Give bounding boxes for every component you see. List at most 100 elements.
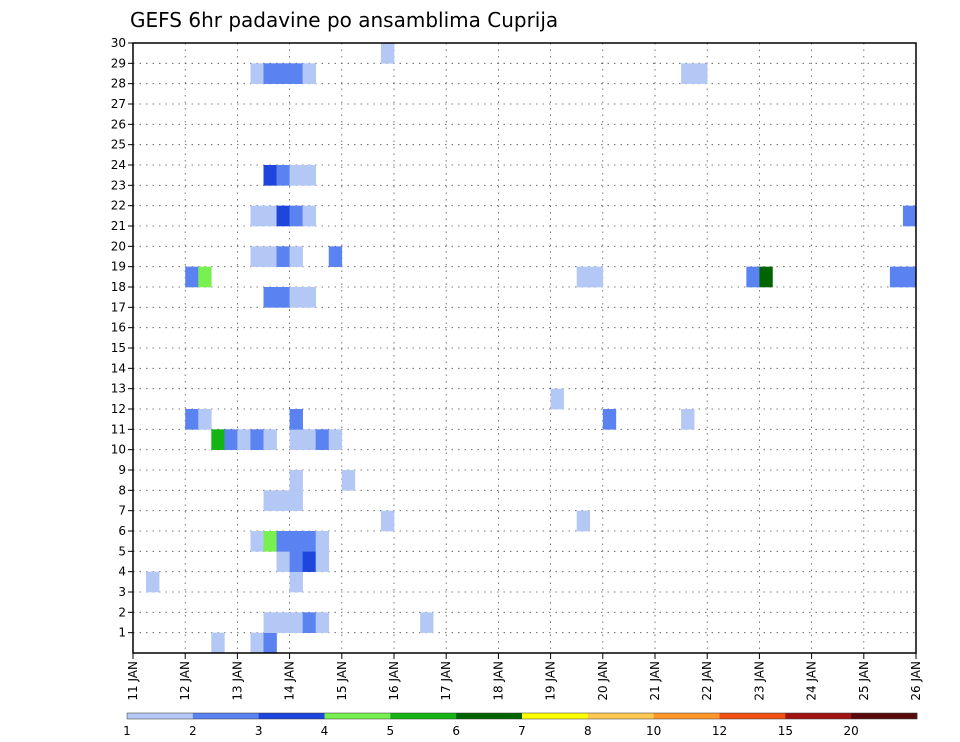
y-tick-label: 22 [111, 199, 126, 213]
y-tick-label: 29 [111, 56, 126, 70]
legend-label: 10 [646, 724, 661, 738]
data-cell [302, 531, 316, 552]
y-tick-label: 12 [111, 402, 126, 416]
data-cell [302, 165, 316, 186]
y-tick-label: 9 [118, 463, 126, 477]
x-tick-label: 26 JAN [909, 661, 923, 701]
x-tick-label: 20 JAN [596, 661, 610, 701]
y-tick-label: 3 [118, 585, 126, 599]
color-legend: 1 2 3 4 5 6 7 8 10 12 15 20 [123, 712, 918, 738]
data-cell [211, 632, 225, 654]
data-cell [289, 551, 303, 572]
data-cell [263, 490, 277, 511]
data-cell [902, 266, 917, 288]
x-tick-label: 12 JAN [178, 661, 192, 701]
data-cell [380, 43, 395, 64]
data-cell [302, 287, 316, 308]
x-tick-label: 19 JAN [544, 661, 558, 701]
data-cell [289, 287, 303, 308]
y-tick-label: 30 [111, 36, 126, 50]
x-tick-label: 22 JAN [700, 661, 714, 701]
data-cell [315, 531, 330, 552]
data-cell [211, 429, 225, 450]
y-tick-label: 26 [111, 117, 126, 131]
data-cell [315, 429, 330, 450]
data-cell [289, 165, 303, 186]
data-cell [302, 63, 316, 84]
x-tick-label: 21 JAN [648, 661, 662, 701]
data-cell [250, 632, 264, 654]
data-cell [250, 205, 264, 227]
y-tick-label: 17 [111, 300, 126, 314]
data-cell [198, 266, 212, 288]
legend-label: 2 [189, 724, 197, 738]
data-cell [263, 165, 277, 186]
data-cells [146, 43, 917, 654]
legend-swatch [324, 713, 391, 719]
x-tick-label: 15 JAN [335, 661, 349, 701]
data-cell [289, 429, 303, 450]
data-cell [276, 63, 290, 84]
data-cell [315, 612, 330, 633]
data-cell [276, 531, 290, 552]
x-tick-label: 13 JAN [230, 661, 244, 701]
y-tick-label: 8 [118, 483, 126, 497]
data-cell [185, 409, 199, 430]
y-tick-label: 1 [118, 626, 126, 640]
data-cell [276, 551, 290, 572]
legend-label: 4 [321, 724, 329, 738]
y-tick-label: 14 [111, 361, 126, 375]
data-cell [576, 266, 591, 288]
data-cell [146, 571, 160, 593]
data-cell [276, 205, 290, 227]
data-cell [276, 246, 290, 267]
legend-swatch [258, 713, 325, 719]
legend-swatch [522, 713, 589, 719]
legend-label: 12 [712, 724, 727, 738]
legend-label: 15 [778, 724, 793, 738]
data-cell [263, 429, 277, 450]
data-cell [263, 287, 277, 308]
data-cell [420, 612, 434, 633]
y-tick-label: 24 [111, 158, 126, 172]
x-tick-label: 18 JAN [491, 661, 505, 701]
x-axis: 11 JAN 12 JAN 13 JAN 14 JAN 15 JAN 16 JAN 17 J… [126, 653, 923, 701]
data-cell [315, 551, 330, 572]
y-axis: 1234567891011121314151617181920212223242… [111, 36, 133, 640]
y-tick-label: 4 [118, 565, 126, 579]
data-cell [289, 63, 303, 84]
y-tick-label: 23 [111, 178, 126, 192]
x-tick-label: 23 JAN [752, 661, 766, 701]
legend-swatch [785, 713, 852, 719]
data-cell [681, 409, 695, 430]
y-tick-label: 2 [118, 605, 126, 619]
data-cell [250, 63, 264, 84]
data-cell [302, 612, 316, 633]
data-cell [263, 205, 277, 227]
legend-swatch [653, 713, 720, 719]
data-cell [328, 429, 343, 450]
x-tick-label: 25 JAN [857, 661, 871, 701]
y-tick-label: 27 [111, 97, 126, 111]
y-tick-label: 15 [111, 341, 126, 355]
data-cell [276, 287, 290, 308]
data-cell [198, 409, 212, 430]
y-tick-label: 16 [111, 321, 126, 335]
data-cell [341, 470, 356, 491]
data-cell [263, 246, 277, 267]
data-cell [759, 266, 773, 288]
data-cell [276, 165, 290, 186]
y-tick-label: 20 [111, 239, 126, 253]
y-tick-label: 21 [111, 219, 126, 233]
data-cell [289, 205, 303, 227]
data-cell [250, 429, 264, 450]
data-cell [589, 266, 604, 288]
data-cell [289, 409, 303, 430]
y-tick-label: 18 [111, 280, 126, 294]
data-cell [889, 266, 904, 288]
y-tick-label: 7 [118, 504, 126, 518]
y-tick-label: 11 [111, 422, 126, 436]
x-tick-label: 14 JAN [283, 661, 297, 701]
data-cell [250, 531, 264, 552]
data-cell [746, 266, 760, 288]
